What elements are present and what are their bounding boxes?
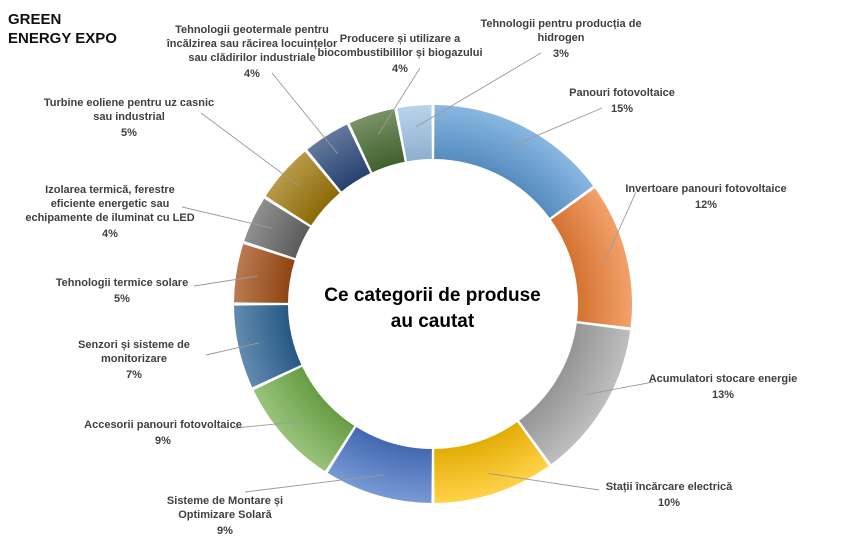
slice-izolarea-termica-ferestre-eficiente-energetic-sau-echipamente-de-iluminat-cu-led: [244, 198, 310, 259]
slice-label-line: Senzori și sisteme de: [78, 339, 190, 351]
leader-line: [181, 206, 273, 229]
slice-label-panouri-fotovoltaice: Panouri fotovoltaice 15%: [569, 87, 675, 115]
slice-label-tehnologii-termice-solare: Tehnologii termice solare 5%: [56, 277, 188, 305]
slice-label-accesorii-panouri-fotovoltaice: Accesorii panouri fotovoltaice 9%: [84, 419, 242, 447]
slice-label-turbine-eoliene-pentru-uz-casnic-sau-industrial: Turbine eoliene pentru uz casnic sau indu…: [44, 97, 214, 139]
slice-accesorii-panouri-fotovoltaice: [253, 366, 355, 472]
slice-value-label: 5%: [114, 293, 130, 305]
brand-line-1: GREEN: [8, 11, 62, 28]
slice-tehnologii-termice-solare: [234, 243, 295, 303]
leader-line: [416, 52, 542, 128]
leader-line: [193, 275, 258, 287]
leader-line: [244, 474, 384, 493]
leader-line: [271, 72, 338, 154]
slice-tehnologii-geotermale-pentru-incalzirea-sau-racirea-locuintelor-sau-cladirilor-industriale: [307, 124, 371, 192]
slice-label-tehnologii-pentru-productia-de-hidrogen: Tehnologii pentru producția de hidrogen 3%: [480, 18, 641, 60]
slice-value-label: 10%: [658, 497, 680, 509]
slice-turbine-eoliene-pentru-uz-casnic-sau-industrial: [265, 151, 340, 226]
chart-title-line-1: Ce categorii de produse: [324, 285, 541, 306]
leader-line: [513, 107, 603, 146]
slice-label-line: Producere și utilizare a: [340, 33, 461, 45]
slice-producere-si-utilizare-a-biocombustibililor-si-biogazului: [349, 108, 405, 173]
leader-line: [586, 381, 654, 396]
slice-value-label: 15%: [611, 103, 633, 115]
slice-label-line: Invertoare panouri fotovoltaice: [625, 183, 786, 195]
brand-logo-text: GREEN ENERGY EXPO: [8, 10, 158, 48]
slice-statii-incarcare-electrica: [434, 421, 549, 503]
slice-label-line: Tehnologii geotermale pentru: [175, 24, 329, 36]
leader-line: [234, 421, 300, 429]
leader-line: [200, 112, 300, 187]
slice-label-sisteme-de-montare-si-optimizare-solara: Sisteme de Montare și Optimizare Solară 9%: [167, 495, 283, 537]
leader-line: [604, 191, 637, 260]
leader-line: [377, 67, 421, 135]
slice-label-senzori-si-sisteme-de-monitorizare: Senzori și sisteme de monitorizare 7%: [78, 339, 190, 381]
slice-senzori-si-sisteme-de-monitorizare: [234, 305, 302, 388]
slice-value-label: 4%: [102, 228, 118, 240]
slice-labels: Panouri fotovoltaice 15% Invertoare panour…: [25, 18, 797, 537]
slice-label-producere-si-utilizare-a-biocombustibililor-si-biogazului: Producere și utilizare a biocombustibilil…: [318, 33, 483, 75]
slice-value-label: 9%: [217, 525, 233, 537]
slice-label-invertoare-panouri-fotovoltaice: Invertoare panouri fotovoltaice 12%: [625, 183, 786, 211]
slice-label-izolarea-termica-ferestre-eficiente-energetic-sau-echipamente-de-iluminat-cu-led: Izolarea termică, ferestre eficiente ener…: [25, 184, 194, 240]
slice-label-line: încălzirea sau răcirea locuințelor: [166, 38, 338, 50]
slice-label-tehnologii-geotermale-pentru-incalzirea-sau-racirea-locuintelor-sau-cladirilor-industriale: Tehnologii geotermale pentru încălzirea s…: [166, 24, 338, 80]
chart-title-line-2: au cautat: [390, 311, 475, 332]
slice-label-line: Stații încărcare electrică: [606, 481, 733, 493]
brand-line-2: ENERGY EXPO: [8, 30, 117, 47]
slice-value-label: 13%: [712, 389, 734, 401]
slice-label-line: Acumulatori stocare energie: [649, 373, 798, 385]
donut-slices: [234, 105, 632, 503]
slice-label-line: Accesorii panouri fotovoltaice: [84, 419, 242, 431]
slice-panouri-fotovoltaice: [434, 105, 594, 218]
slice-label-line: echipamente de iluminat cu LED: [25, 212, 194, 224]
slice-value-label: 7%: [126, 369, 142, 381]
slice-label-line: Tehnologii termice solare: [56, 277, 188, 289]
slice-tehnologii-pentru-productia-de-hidrogen: [397, 105, 432, 162]
slice-label-line: Tehnologii pentru producția de: [480, 18, 641, 30]
slice-value-label: 5%: [121, 127, 137, 139]
slice-label-line: monitorizare: [101, 353, 167, 365]
slice-label-line: sau clădirilor industriale: [188, 52, 315, 64]
slice-label-line: Optimizare Solară: [178, 509, 272, 521]
slice-invertoare-panouri-fotovoltaice: [550, 188, 632, 328]
slice-label-line: biocombustibililor și biogazului: [318, 47, 483, 59]
slice-label-line: Izolarea termică, ferestre: [45, 184, 175, 196]
slice-value-label: 9%: [155, 435, 171, 447]
slice-value-label: 4%: [244, 68, 260, 80]
slice-label-line: Sisteme de Montare și: [167, 495, 283, 507]
slice-label-statii-incarcare-electrica: Stații încărcare electrică 10%: [606, 481, 733, 509]
leader-lines: [181, 52, 654, 493]
slice-label-line: eficiente energetic sau: [51, 198, 170, 210]
chart-title: Ce categorii de produse au cautat: [300, 283, 565, 335]
leader-line: [487, 472, 600, 491]
slice-value-label: 12%: [695, 199, 717, 211]
slice-acumulatori-stocare-energie: [519, 323, 631, 465]
slice-value-label: 3%: [553, 48, 569, 60]
slice-label-line: Panouri fotovoltaice: [569, 87, 675, 99]
slice-label-line: sau industrial: [93, 111, 165, 123]
slice-sisteme-de-montare-si-optimizare-solara: [327, 427, 432, 503]
slice-label-line: hidrogen: [537, 32, 584, 44]
slice-label-acumulatori-stocare-energie: Acumulatori stocare energie 13%: [649, 373, 798, 401]
slice-label-line: Turbine eoliene pentru uz casnic: [44, 97, 214, 109]
leader-line: [205, 342, 260, 356]
slice-value-label: 4%: [392, 63, 408, 75]
